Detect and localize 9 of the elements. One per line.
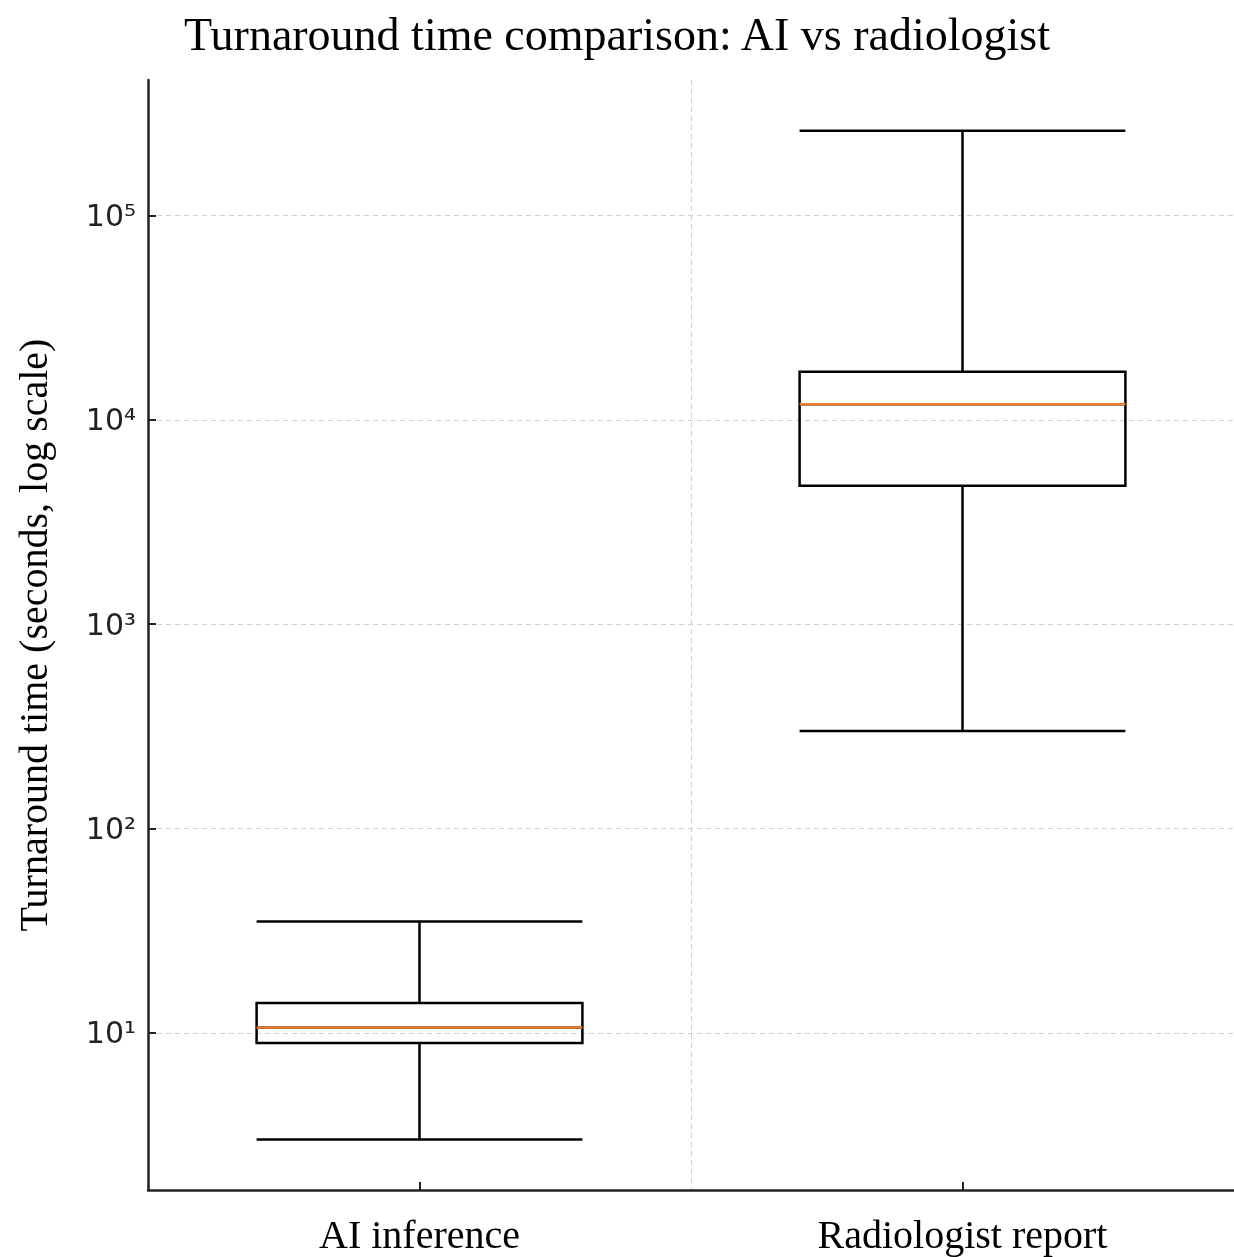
y-tick-label: 10² — [85, 810, 136, 846]
chart-title: Turnaround time comparison: AI vs radiologist — [184, 8, 1051, 60]
x-tick-label: Radiologist report — [817, 1211, 1108, 1257]
x-tick-label: AI inference — [319, 1211, 520, 1257]
y-tick-label: 10⁴ — [85, 402, 136, 438]
y-axis-title: Turnaround time (seconds, log scale) — [10, 338, 56, 932]
y-tick-label: 10¹ — [85, 1015, 136, 1051]
y-tick-label: 10⁵ — [85, 197, 136, 233]
y-tick-label: 10³ — [85, 606, 136, 642]
